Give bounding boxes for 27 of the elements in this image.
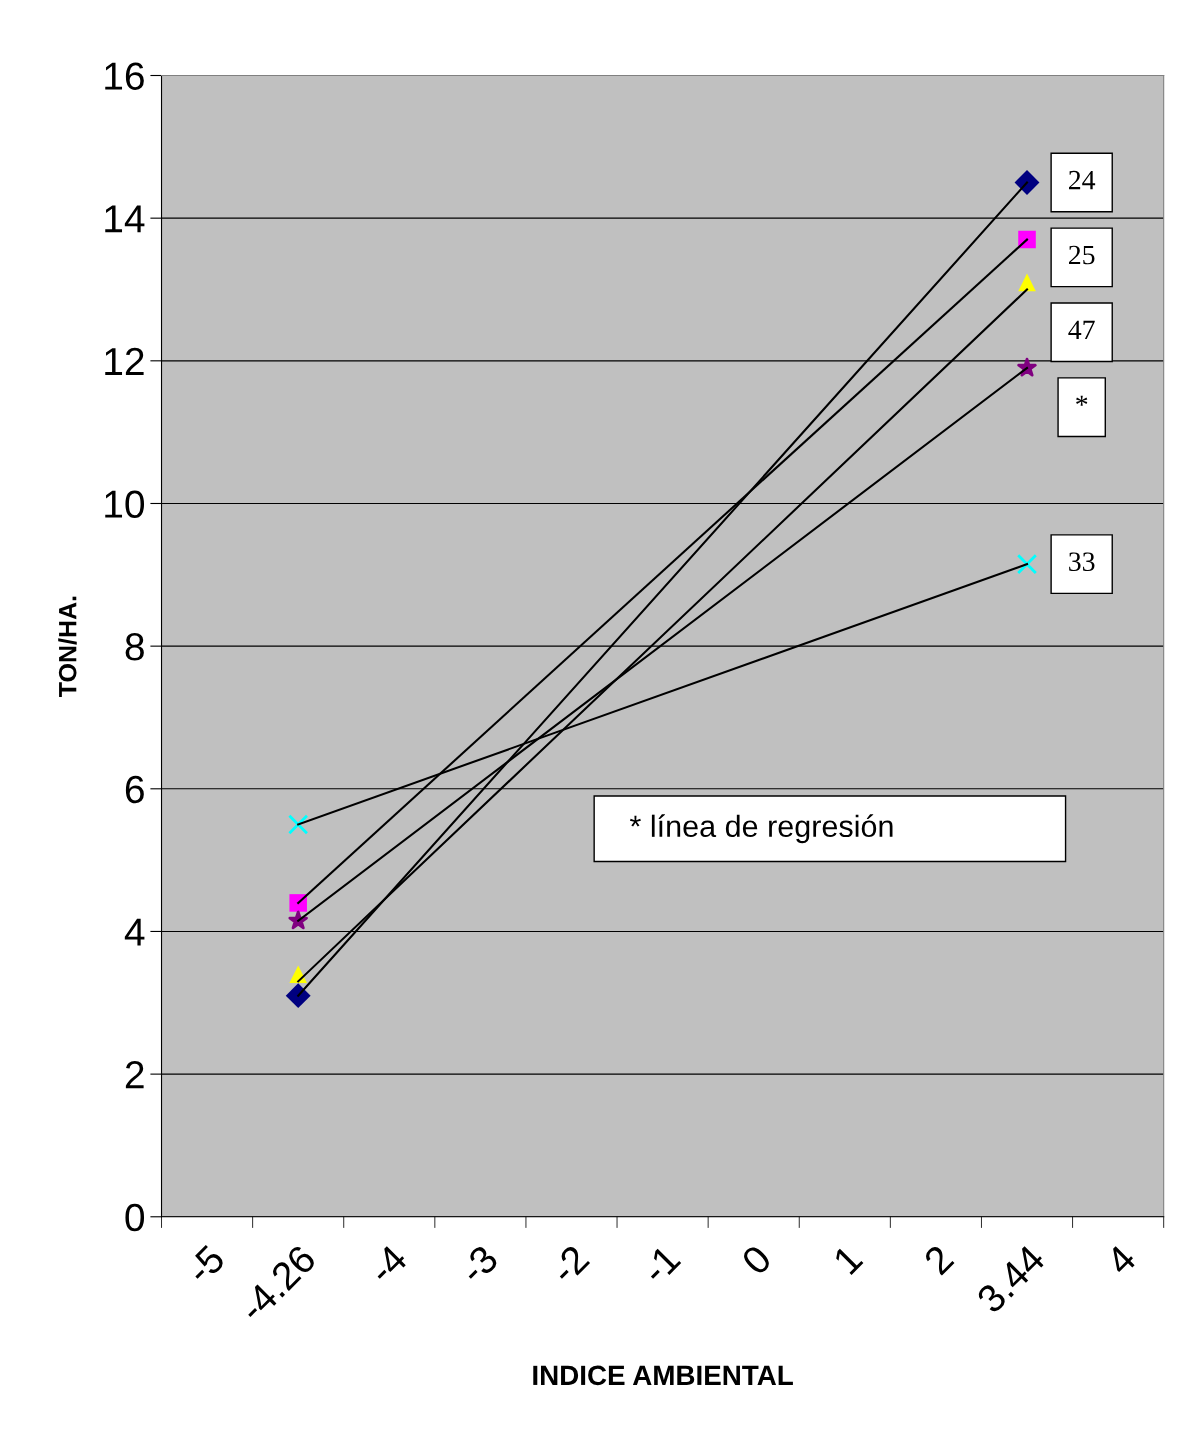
x-tick-label: 1 — [832, 1244, 864, 1275]
y-tick-label: 12 — [105, 347, 144, 375]
y-tick-label: 0 — [125, 1203, 145, 1232]
series-label: 24 — [1069, 170, 1096, 190]
y-tick-label: 8 — [125, 633, 144, 661]
x-axis-title: INDICE AMBIENTAL — [533, 1365, 793, 1386]
x-tick-label: 0 — [740, 1243, 773, 1277]
y-tick-label: 10 — [105, 490, 145, 518]
x-tick-label: 4 — [1104, 1243, 1138, 1277]
y-tick-label: 16 — [105, 62, 144, 90]
y-tick-label: 14 — [105, 205, 145, 233]
series-label: 47 — [1068, 320, 1095, 339]
x-tick-label: -3 — [457, 1243, 500, 1286]
y-axis-title: TON/HA. — [58, 596, 77, 698]
series-label: 25 — [1069, 245, 1095, 265]
x-tick-label: 2 — [922, 1243, 955, 1276]
x-tick-label: -5 — [184, 1243, 227, 1286]
x-tick-label: -1 — [640, 1244, 682, 1285]
x-tick-label: -2 — [548, 1243, 591, 1285]
annotation: * línea de regresión — [629, 814, 893, 844]
x-tick-label: -4 — [367, 1243, 409, 1285]
y-tick-label: 6 — [125, 775, 144, 804]
y-tick-label: 2 — [125, 1061, 144, 1089]
text: * — [1076, 395, 1088, 406]
y-tick-label: 4 — [124, 918, 145, 946]
x-tick-label: 3.44 — [975, 1243, 1047, 1315]
series-label: 33 — [1069, 552, 1095, 572]
